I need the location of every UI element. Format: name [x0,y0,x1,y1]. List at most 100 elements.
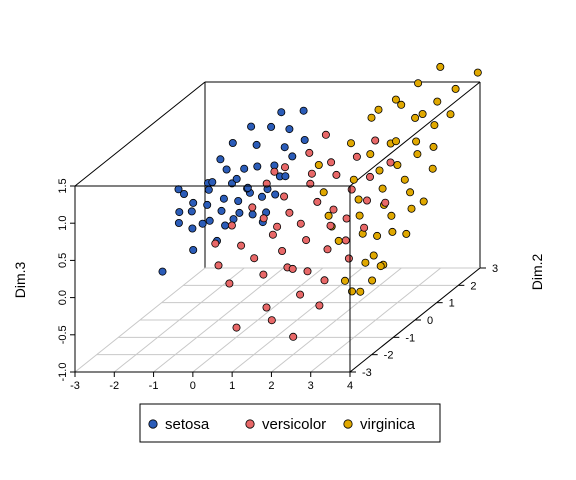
x-tick-label: 4 [347,380,353,392]
point-virginica [334,236,343,245]
point-virginica [366,150,375,159]
point-virginica [400,175,409,184]
legend-box [139,403,441,443]
point-setosa [247,122,256,131]
z-tick-label: 1.0 [57,216,69,231]
point-setosa [175,208,184,217]
point-setosa [221,221,230,230]
point-setosa [234,196,243,205]
point-versicolor [342,214,351,223]
y-tick-label: 0 [427,315,433,327]
point-setosa [232,174,241,183]
x-tick-label: 1 [229,380,235,392]
point-virginica [340,276,349,285]
point-setosa [253,162,262,171]
point-setosa [257,192,266,201]
point-versicolor [289,332,298,341]
point-versicolor [365,172,374,181]
point-versicolor [347,185,356,194]
point-setosa [235,208,244,217]
point-versicolor [315,301,324,310]
legend-marker-versicolor [245,419,255,429]
x-tick-label: -3 [70,380,80,392]
point-setosa [187,207,196,216]
x-tick-label: 0 [190,380,196,392]
point-versicolor [250,254,259,263]
point-virginica [436,62,445,71]
point-versicolor [248,203,257,212]
point-setosa [222,165,231,174]
point-versicolor [296,290,305,299]
y-tick-label: 2 [470,280,476,292]
point-versicolor [280,163,289,172]
x-tick-label: 3 [308,380,314,392]
x-tick-label: -1 [149,380,159,392]
point-versicolor [386,158,395,167]
point-virginica [428,164,437,173]
point-virginica [355,211,364,220]
z-tick-label: -1.0 [57,363,69,382]
y-tick-label: -2 [384,350,394,362]
legend-label-versicolor: versicolor [262,416,326,433]
point-virginica [314,160,323,169]
point-virginica [418,110,427,119]
point-setosa [217,206,226,215]
point-versicolor [327,158,336,167]
point-versicolor [303,267,312,276]
z-tick-label: 1.5 [57,178,69,193]
point-versicolor [381,198,390,207]
point-setosa [299,106,308,115]
point-virginica [391,137,400,146]
point-virginica [368,276,377,285]
point-virginica [354,195,363,204]
point-versicolor [262,303,271,312]
point-virginica [406,188,415,197]
point-virginica [414,79,423,88]
point-setosa [219,194,228,203]
point-virginica [413,150,422,159]
point-setosa [252,140,261,149]
point-virginica [319,188,328,197]
point-virginica [367,113,376,122]
point-versicolor [344,254,353,263]
point-virginica [376,262,385,271]
point-versicolor [285,208,294,217]
point-virginica [397,100,406,109]
legend-label-virginica: virginica [360,416,416,433]
point-versicolor [225,279,234,288]
point-setosa [216,155,225,164]
point-virginica [433,97,442,106]
point-setosa [281,172,290,181]
point-setosa [240,164,249,173]
point-versicolor [273,222,282,231]
point-setosa [179,189,188,198]
point-virginica [361,258,370,267]
point-versicolor [288,264,297,273]
point-setosa [271,190,280,199]
point-versicolor [326,221,335,230]
point-virginica [346,139,355,148]
y-tick-label: 3 [492,263,498,275]
legend: setosa versicolor virginica [148,416,416,433]
legend-label-setosa: setosa [165,416,210,433]
point-setosa [280,143,289,152]
y-tick-label: -3 [362,367,372,379]
y-tick-label: 1 [449,298,455,310]
point-virginica [378,184,387,193]
point-versicolor [307,169,316,178]
point-versicolor [214,261,223,270]
point-setosa [267,122,276,131]
point-virginica [387,211,396,220]
z-axis-ticks: -1.0 -0.5 0.0 0.5 1.0 1.5 [57,178,75,381]
point-versicolor [352,152,361,161]
legend-marker-setosa [148,419,158,429]
point-versicolor [237,241,246,250]
box-edge-top-left [74,81,206,187]
point-virginica [374,105,383,114]
point-setosa [204,185,213,194]
point-virginica [369,251,378,260]
point-setosa [205,216,214,225]
point-setosa [174,185,183,194]
point-virginica [356,287,365,296]
